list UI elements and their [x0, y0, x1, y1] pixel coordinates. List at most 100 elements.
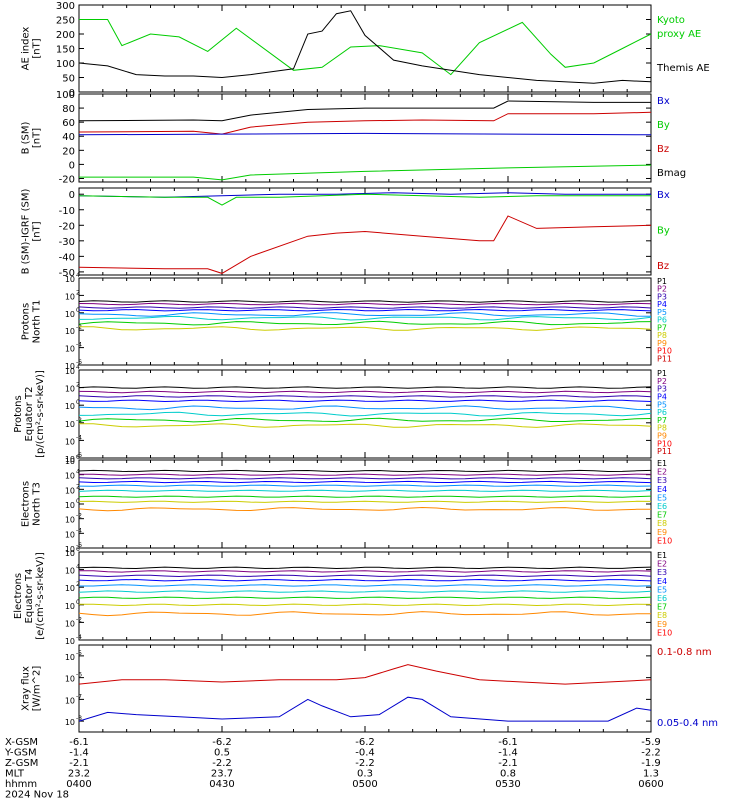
ytick-label-dbsm-3: -20: [59, 221, 75, 232]
series-ae-1: [78, 10, 652, 84]
ytick-label-e4-3: 10: [65, 602, 75, 611]
ytick-exp-xray-1: -6: [76, 672, 82, 679]
ephem-value-0-2: -6.2: [355, 737, 375, 748]
legend-bsm-2: Bz: [657, 144, 669, 155]
ylabel-p1-1: North T1: [32, 300, 43, 344]
ytick-exp-p2-3: -2: [76, 417, 82, 424]
legend-p2-4: P5: [657, 400, 667, 409]
ylabel-e3-1: North T3: [32, 482, 43, 526]
series-bsm-0: [78, 100, 651, 122]
legend-e3-6: E7: [657, 511, 667, 520]
ytick-label-e4-0: 10: [65, 549, 75, 558]
ytick-label-dbsm-1: -40: [59, 252, 75, 263]
legend-e3-4: E5: [657, 493, 667, 502]
channel-p1-0: [78, 300, 652, 303]
ephem-value-0-1: -6.2: [212, 737, 232, 748]
ytick-label-bsm-1: 0: [69, 160, 75, 171]
ytick-label-p1-1: 10: [65, 292, 75, 301]
series-ae-0: [79, 19, 652, 76]
ytick-label-ae-3: 150: [56, 45, 75, 56]
channel-e4-5: [78, 590, 652, 593]
ytick-label-e3-3: 10: [65, 501, 75, 510]
ytick-label-p2-1: 10: [65, 385, 75, 394]
ytick-exp-e4-0: 6: [76, 546, 80, 553]
ytick-exp-p1-2: 0: [76, 307, 80, 314]
legend-p2-6: P7: [657, 416, 667, 425]
panel-frame-xray: [78, 644, 652, 733]
ylabel-e3-0: Electrons: [21, 481, 32, 527]
ytick-exp-p1-1: 2: [76, 289, 80, 296]
ytick-label-p2-5: 10: [65, 455, 75, 464]
ylabel-dbsm-1: [nT]: [32, 221, 43, 241]
legend-e3-3: E4: [657, 485, 667, 494]
ytick-label-e4-2: 10: [65, 584, 75, 593]
legend-e3-5: E6: [657, 502, 667, 511]
ephem-value-0-3: -6.1: [498, 737, 518, 748]
legend-bsm-1: By: [657, 120, 670, 131]
series-dbsm-1: [78, 193, 651, 206]
legend-p1-3: P4: [657, 300, 667, 309]
ylabel-e4-2: [e/(cm²-s-sr-keV)]: [35, 552, 46, 640]
legend-dbsm-0: Bx: [657, 190, 670, 201]
series-bsm-1: [78, 111, 652, 135]
ytick-exp-e3-2: 2: [76, 483, 80, 490]
channel-e4-2: [78, 574, 652, 578]
legend-p1-2: P3: [657, 292, 667, 301]
legend-p2-9: P10: [657, 439, 672, 448]
ylabel-p2-0: Protons: [13, 395, 24, 432]
series-dbsm-0: [78, 192, 651, 198]
ytick-label-ae-0: 0: [69, 88, 75, 99]
channel-p2-0: [78, 386, 652, 389]
ephem-value-4-3: 0530: [495, 779, 520, 790]
ytick-label-bsm-5: 80: [62, 104, 75, 115]
ytick-exp-e3-3: 0: [76, 498, 80, 505]
ylabel-ae-0: AE index: [21, 27, 32, 71]
ephem-value-0-4: -5.9: [641, 737, 661, 748]
ytick-label-ae-6: 300: [56, 1, 75, 12]
legend-e4-9: E10: [657, 628, 672, 637]
legend-p2-7: P8: [657, 424, 667, 433]
ylabel-bsm-1: [nT]: [32, 128, 43, 148]
channel-p2-7: [79, 423, 652, 428]
legend-e3-7: E8: [657, 519, 667, 528]
ephem-value-3-3: 0.8: [500, 769, 516, 780]
channel-e4-0: [78, 566, 652, 570]
ytick-label-p1-0: 10: [65, 275, 75, 284]
legend-e3-0: E1: [657, 459, 667, 468]
channel-e4-7: [78, 603, 652, 607]
channel-p2-1: [78, 390, 652, 394]
ytick-label-xray-1: 10: [65, 675, 75, 684]
ytick-label-p1-2: 10: [65, 310, 75, 319]
channel-p2-6: [78, 417, 652, 423]
ytick-label-e4-5: 10: [65, 637, 75, 646]
ytick-exp-e3-5: -4: [76, 527, 82, 534]
legend-p1-8: P9: [657, 339, 667, 348]
legend-p2-2: P3: [657, 385, 667, 394]
legend-e4-6: E7: [657, 603, 667, 612]
ytick-exp-e4-2: 2: [76, 581, 80, 588]
ytick-label-e4-4: 10: [65, 619, 75, 628]
ytick-label-e3-4: 10: [65, 516, 75, 525]
ephem-label-4: hhmm: [5, 779, 37, 790]
ytick-exp-xray-0: -5: [76, 650, 82, 657]
legend-ae-1: proxy AE: [657, 29, 701, 40]
channel-e4-1: [79, 570, 652, 573]
legend-p1-4: P5: [657, 308, 667, 317]
legend-p2-8: P9: [657, 432, 667, 441]
ephem-value-3-2: 0.3: [357, 769, 373, 780]
legend-p1-1: P2: [657, 285, 667, 294]
channel-p1-1: [78, 302, 652, 306]
channel-e3-6: [78, 495, 652, 498]
ytick-label-bsm-3: 40: [62, 132, 75, 143]
channel-p2-5: [78, 411, 652, 417]
ephem-value-4-1: 0430: [209, 779, 234, 790]
channel-p2-4: [78, 405, 652, 411]
legend-e4-5: E6: [657, 594, 667, 603]
ytick-exp-e3-4: -2: [76, 513, 82, 520]
channel-p1-5: [78, 315, 652, 321]
ytick-label-ae-2: 100: [56, 59, 75, 70]
legend-dbsm-2: Bz: [657, 261, 669, 272]
ytick-exp-p1-0: 4: [76, 272, 80, 279]
channel-e3-5: [78, 489, 652, 492]
channel-e4-3: [78, 578, 652, 582]
